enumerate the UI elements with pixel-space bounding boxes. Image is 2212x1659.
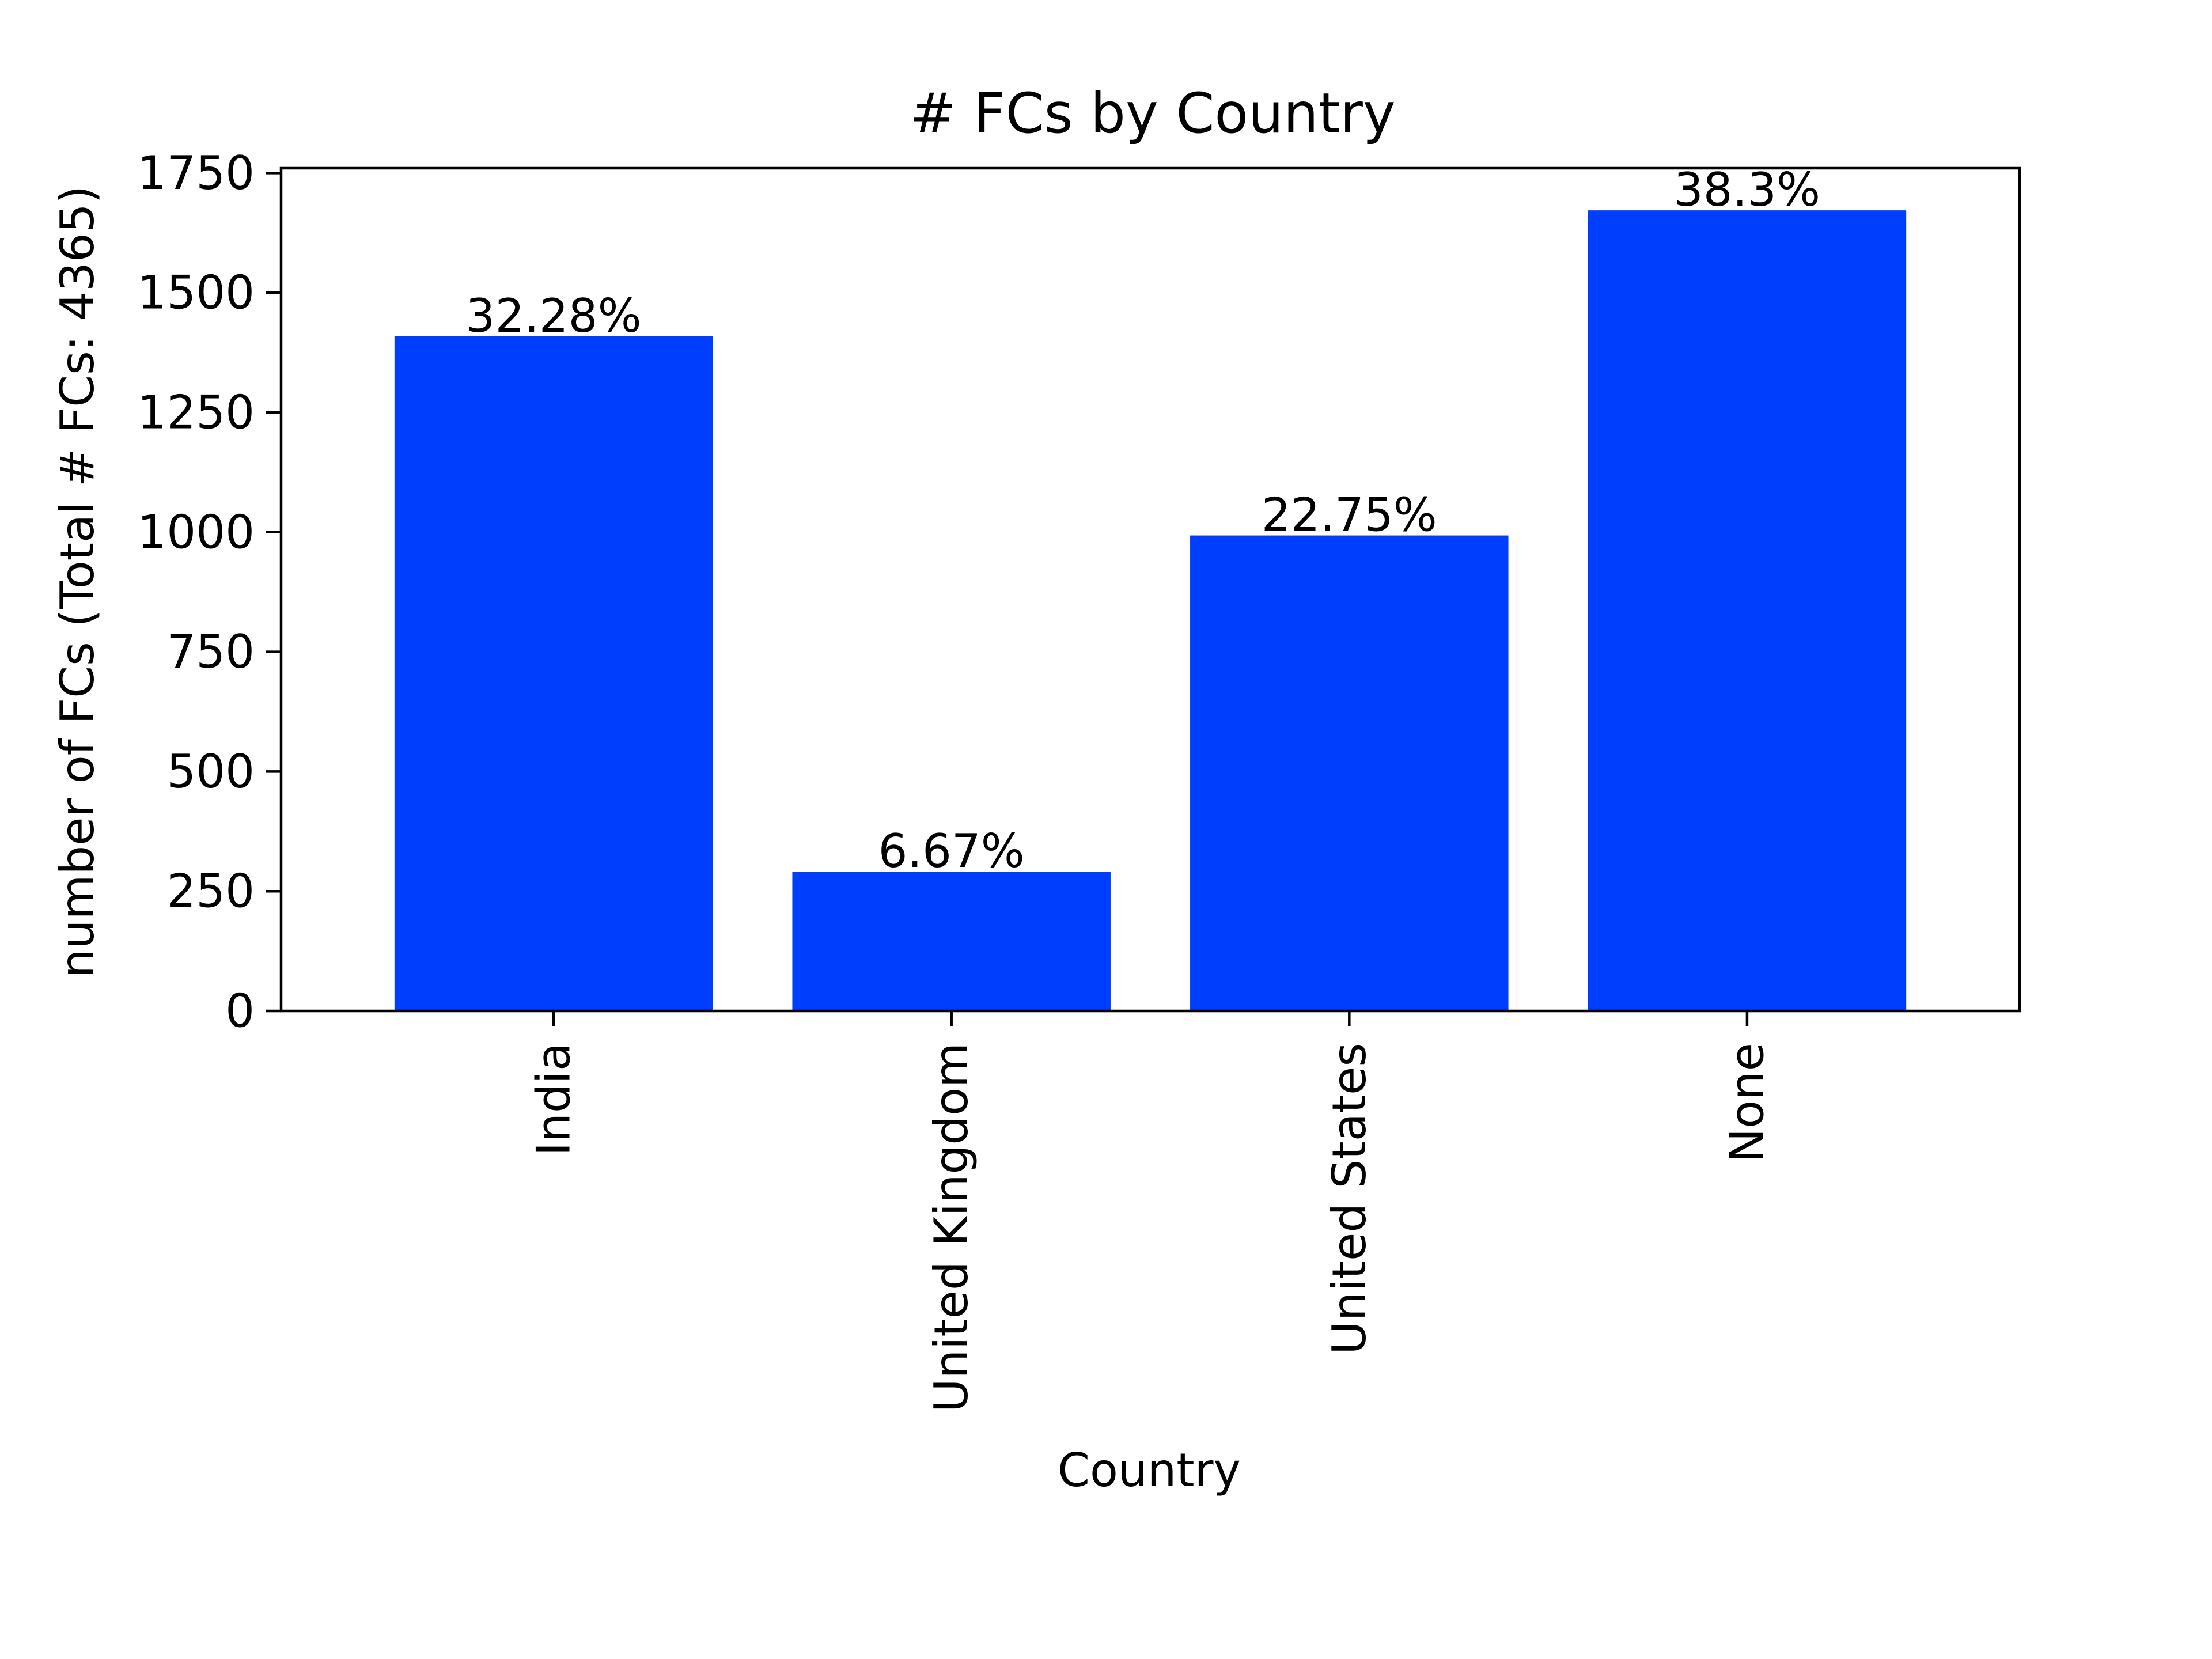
bars-group [394, 210, 1907, 1011]
x-tick-label: United Kingdom [925, 1043, 978, 1412]
x-tick-label: None [1720, 1043, 1774, 1163]
bar-value-label: 38.3% [1674, 163, 1820, 217]
y-tick-label: 1000 [137, 505, 255, 559]
bar-india [394, 336, 713, 1011]
y-axis: 0 250 500 750 1000 1250 1500 1750 [137, 146, 281, 1038]
y-axis-label: number of FCs (Total # FCs: 4365) [51, 185, 104, 978]
y-tick-label: 750 [166, 625, 255, 679]
x-axis-label: Country [1058, 1444, 1241, 1497]
plot-area: 32.28% 6.67% 22.75% 38.3% [279, 163, 2021, 1013]
y-tick-label: 1500 [137, 266, 255, 320]
y-tick-label: 250 [166, 865, 255, 918]
x-tick-label: India [527, 1043, 581, 1156]
chart-title: # FCs by Country [910, 81, 1395, 146]
y-tick-label: 0 [225, 984, 255, 1038]
bar-value-label: 6.67% [878, 824, 1025, 878]
y-tick-label: 500 [166, 745, 255, 798]
plot-frame [279, 166, 2021, 1013]
x-tick-label: United States [1323, 1043, 1376, 1355]
bar-none [1588, 210, 1907, 1011]
x-axis: India United Kingdom United States None [527, 1011, 1774, 1412]
bar-united-kingdom [792, 872, 1111, 1011]
y-tick-label: 1250 [137, 385, 255, 439]
bar-value-label: 32.28% [466, 289, 642, 343]
bar-united-states [1190, 535, 1509, 1011]
y-tick-label: 1750 [137, 146, 255, 200]
bar-value-label: 22.75% [1262, 488, 1437, 542]
bar-labels-group: 32.28% 6.67% 22.75% 38.3% [466, 163, 1820, 878]
